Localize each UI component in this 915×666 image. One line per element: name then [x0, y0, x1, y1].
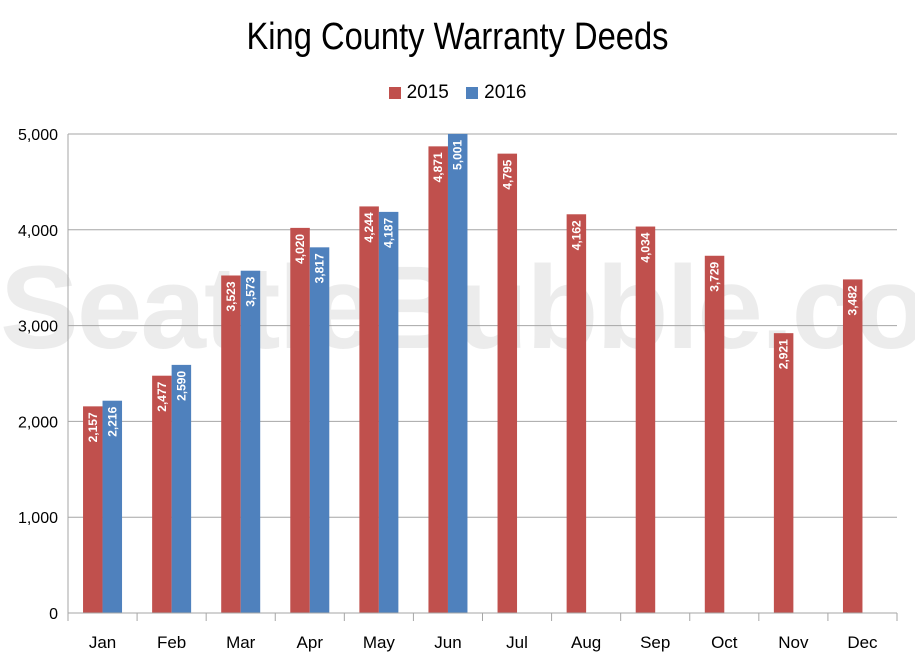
bar-2015-May [359, 206, 379, 613]
x-tick-label: Apr [297, 633, 324, 652]
bar-2015-Apr [290, 227, 310, 613]
x-tick-label: Jul [506, 633, 528, 652]
legend-item-2016: 2016 [466, 82, 526, 104]
bar-2015-Feb [152, 375, 172, 613]
bar-2016-Jan [102, 400, 123, 613]
data-label-2015-May: 4,244 [362, 212, 376, 242]
bar-2015-Jun [428, 146, 448, 613]
data-label-2015-Jan: 2,157 [86, 412, 100, 442]
data-label-2016-Jun: 5,001 [451, 140, 465, 170]
bar-2016-May [378, 211, 399, 613]
data-label-2015-Nov: 2,921 [777, 339, 791, 369]
bar-2015-Mar [221, 275, 241, 613]
bar-2016-Apr [309, 247, 330, 613]
data-label-2015-Jun: 4,871 [431, 152, 445, 182]
x-tick-label: May [363, 633, 396, 652]
bar-2016-Feb [171, 364, 192, 613]
y-tick-label: 5,000 [18, 127, 58, 144]
data-label-2016-Feb: 2,590 [174, 371, 188, 401]
data-label-2015-Jul: 4,795 [500, 159, 514, 189]
x-tick-label: Jan [89, 633, 116, 652]
bar-2015-Jan [83, 406, 103, 613]
data-label-2016-Apr: 3,817 [313, 253, 327, 283]
legend-label-2015: 2015 [406, 82, 449, 103]
data-label-2016-Mar: 3,573 [243, 276, 257, 306]
bar-2015-Aug [566, 214, 587, 613]
bar-2015-Nov [773, 333, 794, 613]
chart-title: King County Warranty Deeds [246, 16, 669, 58]
x-tick-label: Mar [226, 633, 256, 652]
y-tick-label: 1,000 [18, 510, 58, 527]
bar-2015-Dec [842, 279, 863, 613]
data-label-2015-Dec: 3,482 [846, 285, 860, 315]
x-tick-label: Feb [157, 633, 186, 652]
y-tick-label: 3,000 [18, 319, 58, 336]
x-tick-label: Nov [778, 633, 809, 652]
data-label-2015-Aug: 4,162 [569, 220, 583, 250]
x-tick-label: Dec [847, 633, 878, 652]
bar-2015-Sep [635, 226, 656, 614]
x-tick-label: Sep [640, 633, 670, 652]
legend-item-2015: 2015 [388, 82, 449, 104]
data-label-2015-Sep: 4,034 [638, 232, 652, 262]
y-tick-label: 2,000 [18, 414, 58, 431]
legend-label-2016: 2016 [484, 82, 527, 103]
data-label-2015-Apr: 4,020 [293, 234, 307, 264]
data-label-2015-Feb: 2,477 [155, 381, 169, 411]
bar-2016-Mar [240, 270, 261, 613]
legend: 2015 2016 [0, 82, 915, 104]
x-tick-label: Jun [434, 633, 461, 652]
data-label-2015-Mar: 3,523 [224, 281, 238, 311]
data-label-2016-Jan: 2,216 [105, 406, 119, 436]
legend-swatch-2015 [388, 87, 401, 99]
legend-swatch-2016 [466, 87, 479, 99]
x-tick-label: Oct [711, 633, 738, 652]
data-label-2015-Oct: 3,729 [708, 261, 722, 291]
y-tick-label: 4,000 [18, 223, 58, 240]
bar-2015-Oct [704, 255, 725, 614]
x-tick-label: Aug [571, 633, 601, 652]
data-label-2016-May: 4,187 [382, 218, 396, 248]
bar-2015-Jul [497, 153, 518, 613]
y-tick-label: 0 [49, 606, 58, 623]
bar-2016-Jun [447, 133, 468, 613]
